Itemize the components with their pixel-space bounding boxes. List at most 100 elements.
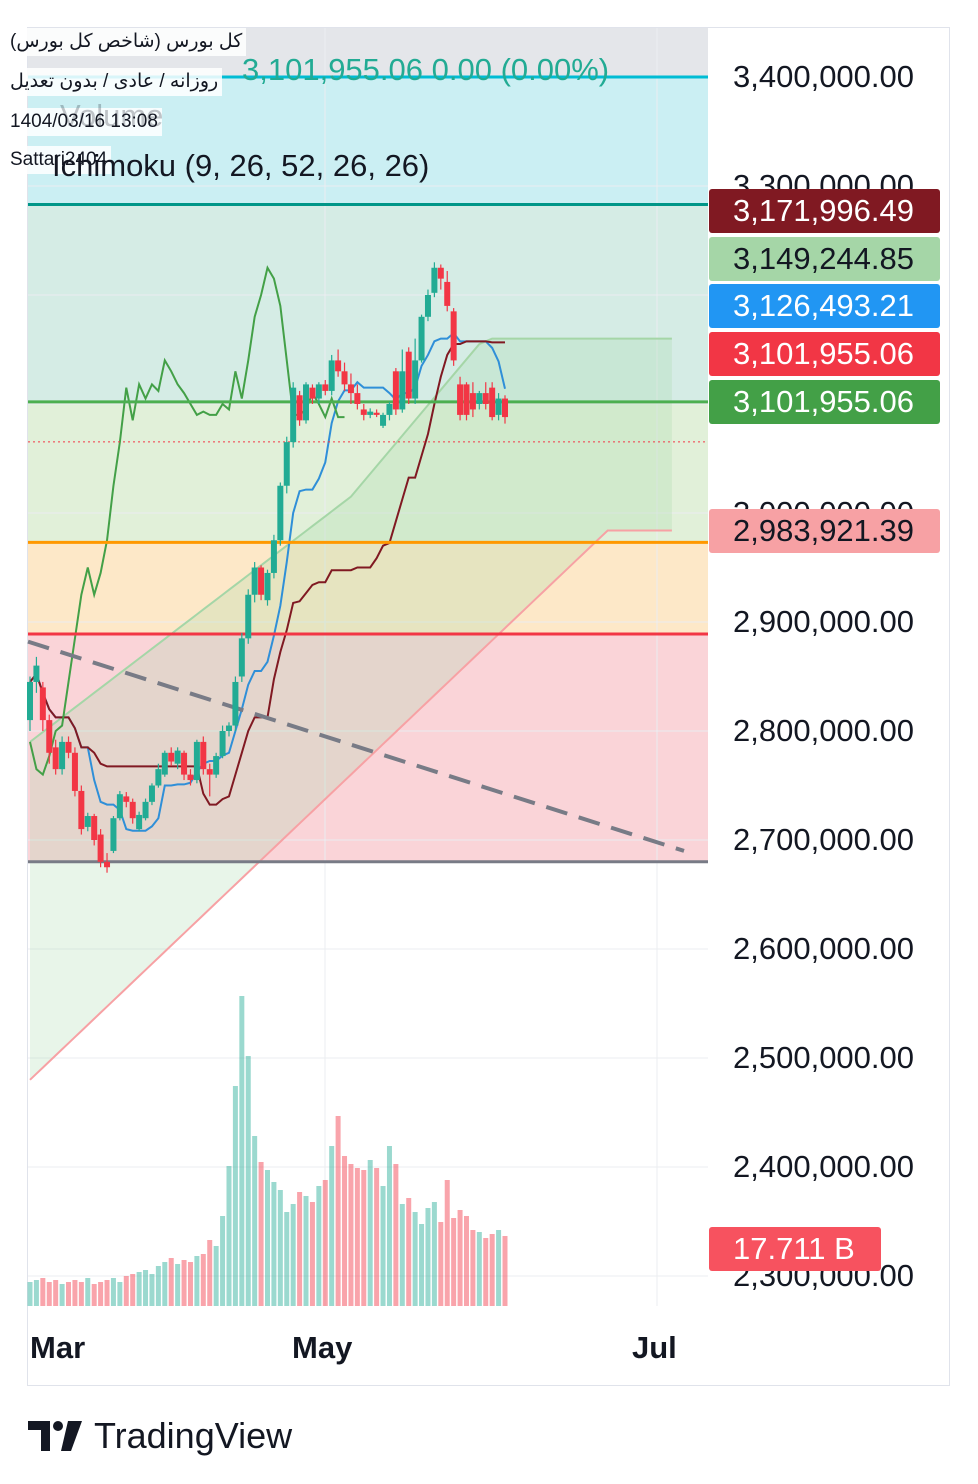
candle: [489, 382, 496, 421]
candle-body: [155, 769, 162, 786]
candle: [335, 349, 342, 377]
month-label-may: May: [292, 1330, 353, 1365]
candle-body: [444, 281, 451, 306]
indicator-label[interactable]: Ichimoku (9, 26, 52, 26, 26): [52, 148, 430, 183]
candle-body: [251, 567, 258, 595]
tradingview-logo-icon: [28, 1421, 82, 1451]
volume-bar: [284, 1212, 290, 1306]
candle: [437, 264, 444, 290]
candle-body: [463, 384, 470, 415]
volume-bar: [175, 1264, 181, 1306]
price-tag: 2,983,921.39: [709, 509, 940, 553]
candle-body: [315, 384, 322, 399]
candle-body: [290, 387, 297, 443]
candle: [450, 308, 457, 366]
candle-body: [412, 360, 419, 399]
candle-body: [495, 398, 502, 415]
volume-bar: [98, 1282, 104, 1306]
candle-body: [322, 384, 329, 391]
price-readout: 3,101,955.06 0.00 (0.00%): [242, 52, 610, 87]
candle: [444, 271, 451, 312]
volume-bar: [444, 1180, 450, 1306]
candle: [315, 382, 322, 404]
candle: [431, 262, 438, 298]
volume-bar: [117, 1282, 123, 1306]
candle: [296, 390, 303, 426]
chart-datetime: 1404/03/16 13:08: [6, 108, 162, 136]
symbol-name[interactable]: کل بورس (شاخص کل بورس): [6, 28, 247, 56]
volume-bar: [361, 1170, 367, 1306]
candle-body: [489, 387, 496, 418]
candle-body: [367, 411, 374, 415]
zone-2: [28, 204, 708, 402]
candle: [65, 736, 72, 759]
candle: [283, 436, 290, 494]
candle: [482, 382, 489, 410]
candle-body: [450, 311, 457, 361]
volume-bar: [419, 1224, 425, 1306]
candle: [142, 798, 149, 821]
price-tag: 17.711 B: [709, 1227, 881, 1271]
candle: [78, 785, 85, 835]
candle: [399, 349, 406, 413]
volume-bar: [412, 1212, 418, 1306]
tradingview-logo[interactable]: TradingView: [28, 1414, 292, 1458]
volume-bar: [265, 1170, 270, 1306]
candle-body: [71, 752, 78, 791]
candle-body: [347, 384, 354, 394]
candle: [168, 747, 175, 766]
candle-body: [283, 442, 290, 486]
candle: [33, 656, 40, 693]
candle-body: [354, 393, 361, 404]
candle: [59, 736, 66, 775]
candle-body: [123, 796, 130, 802]
candle: [110, 816, 117, 854]
volume-bar: [297, 1192, 303, 1306]
volume-bar: [194, 1256, 200, 1306]
volume-bar: [277, 1190, 283, 1306]
span-b-line: [29, 529, 672, 1081]
volume-bar: [187, 1262, 193, 1306]
candle-body: [174, 750, 181, 764]
candle: [463, 382, 470, 421]
candle-body: [335, 360, 342, 372]
candle-body: [91, 816, 98, 840]
candle-body: [104, 861, 111, 868]
candle: [46, 714, 53, 764]
candle: [476, 390, 483, 410]
candle: [380, 412, 387, 428]
candle: [206, 763, 213, 797]
volume-bar: [72, 1280, 78, 1306]
candle: [303, 382, 310, 424]
candle: [360, 404, 367, 421]
candle: [412, 338, 419, 404]
candle: [290, 382, 297, 448]
candle: [84, 812, 91, 832]
volume-bar: [290, 1204, 296, 1306]
candle: [328, 354, 335, 396]
candle: [52, 739, 59, 775]
volume-bar: [143, 1270, 149, 1306]
volume-bar: [155, 1266, 161, 1306]
price-tag: 3,149,244.85: [709, 237, 940, 281]
tenkan-line: [29, 331, 506, 832]
volume-bar: [354, 1168, 360, 1306]
volume-bar: [322, 1180, 328, 1306]
candle-body: [258, 567, 265, 595]
candle: [264, 569, 271, 606]
volume-bar: [207, 1240, 213, 1306]
volume-bar: [374, 1168, 380, 1306]
volume-bar: [136, 1272, 142, 1306]
volume-bar: [252, 1136, 258, 1306]
candle: [136, 811, 143, 832]
volume-bar: [316, 1186, 322, 1306]
volume-bar: [226, 1166, 232, 1306]
axis-label: 2,400,000.00: [733, 1149, 915, 1184]
candle: [373, 409, 380, 418]
volume-bar: [162, 1262, 168, 1306]
volume-bar: [220, 1216, 226, 1306]
candle-body: [142, 801, 149, 819]
candle-body: [181, 752, 188, 775]
volume-bar: [213, 1246, 219, 1306]
